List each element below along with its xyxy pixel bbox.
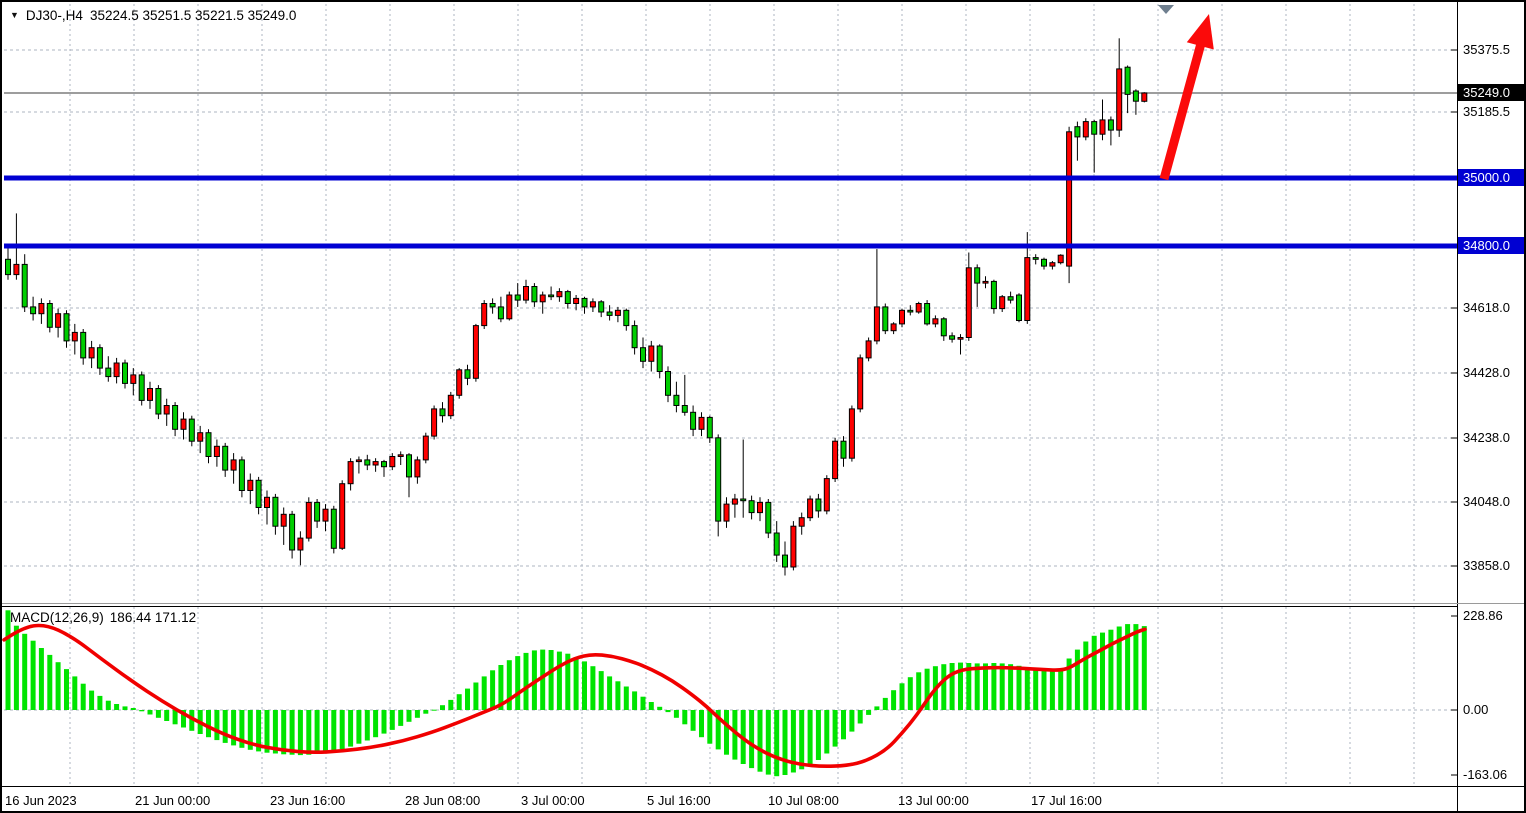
up-arrow-annotation[interactable] bbox=[1159, 14, 1214, 181]
macd-signal-line bbox=[2, 623, 1147, 769]
chart-title-row: ▼ DJ30-,H4 35224.5 35251.5 35221.5 35249… bbox=[10, 8, 296, 23]
price-axis-label: 35185.5 bbox=[1463, 104, 1510, 119]
time-axis-label: 16 Jun 2023 bbox=[5, 793, 77, 808]
time-axis-label: 28 Jun 08:00 bbox=[405, 793, 481, 808]
price-axis-label: 34428.0 bbox=[1463, 365, 1510, 380]
current-price-badge: 35249.0 bbox=[1458, 84, 1524, 101]
time-axis-label: 13 Jul 00:00 bbox=[898, 793, 969, 808]
time-axis-label: 23 Jun 16:00 bbox=[270, 793, 346, 808]
price-axis-label: 34618.0 bbox=[1463, 300, 1510, 315]
time-axis-label: 5 Jul 16:00 bbox=[647, 793, 711, 808]
macd-axis-label: -163.06 bbox=[1463, 767, 1508, 782]
price-axis-label: 35375.5 bbox=[1463, 42, 1510, 57]
macd-histogram bbox=[5, 610, 1147, 777]
panel-divider-black bbox=[2, 606, 1457, 607]
level-price-badge: 34800.0 bbox=[1458, 237, 1524, 254]
ohlc-readout: 35224.5 35251.5 35221.5 35249.0 bbox=[89, 8, 297, 23]
macd-indicator-row: MACD(12,26,9) 186.44 171.12 bbox=[10, 610, 196, 625]
symbol-dropdown-icon[interactable]: ▼ bbox=[10, 10, 19, 20]
price-axis-label: 34238.0 bbox=[1463, 430, 1510, 445]
level-line-34800.0[interactable] bbox=[4, 243, 1457, 249]
scroll-position-marker-icon bbox=[1158, 5, 1174, 14]
macd-indicator-values: 186.44 171.12 bbox=[109, 610, 197, 625]
time-axis-label: 3 Jul 00:00 bbox=[521, 793, 585, 808]
price-axis-label: 34048.0 bbox=[1463, 494, 1510, 509]
macd-indicator-label: MACD(12,26,9) bbox=[10, 610, 104, 625]
level-price-badge: 35000.0 bbox=[1458, 169, 1524, 186]
macd-axis-label: 228.86 bbox=[1463, 608, 1503, 623]
macd-bottom-border bbox=[2, 786, 1524, 787]
time-axis-label: 21 Jun 00:00 bbox=[135, 793, 211, 808]
time-axis-label: 10 Jul 08:00 bbox=[768, 793, 839, 808]
price-axis-label: 33858.0 bbox=[1463, 558, 1510, 573]
candles-group bbox=[5, 38, 1148, 576]
level-line-35000.0[interactable] bbox=[4, 175, 1457, 181]
panel-divider-gray bbox=[2, 603, 1524, 604]
macd-axis-label: 0.00 bbox=[1463, 702, 1489, 717]
symbol-period-label: DJ30-,H4 bbox=[25, 8, 83, 23]
time-axis-label: 17 Jul 16:00 bbox=[1031, 793, 1102, 808]
price-axis-border bbox=[1457, 2, 1458, 811]
